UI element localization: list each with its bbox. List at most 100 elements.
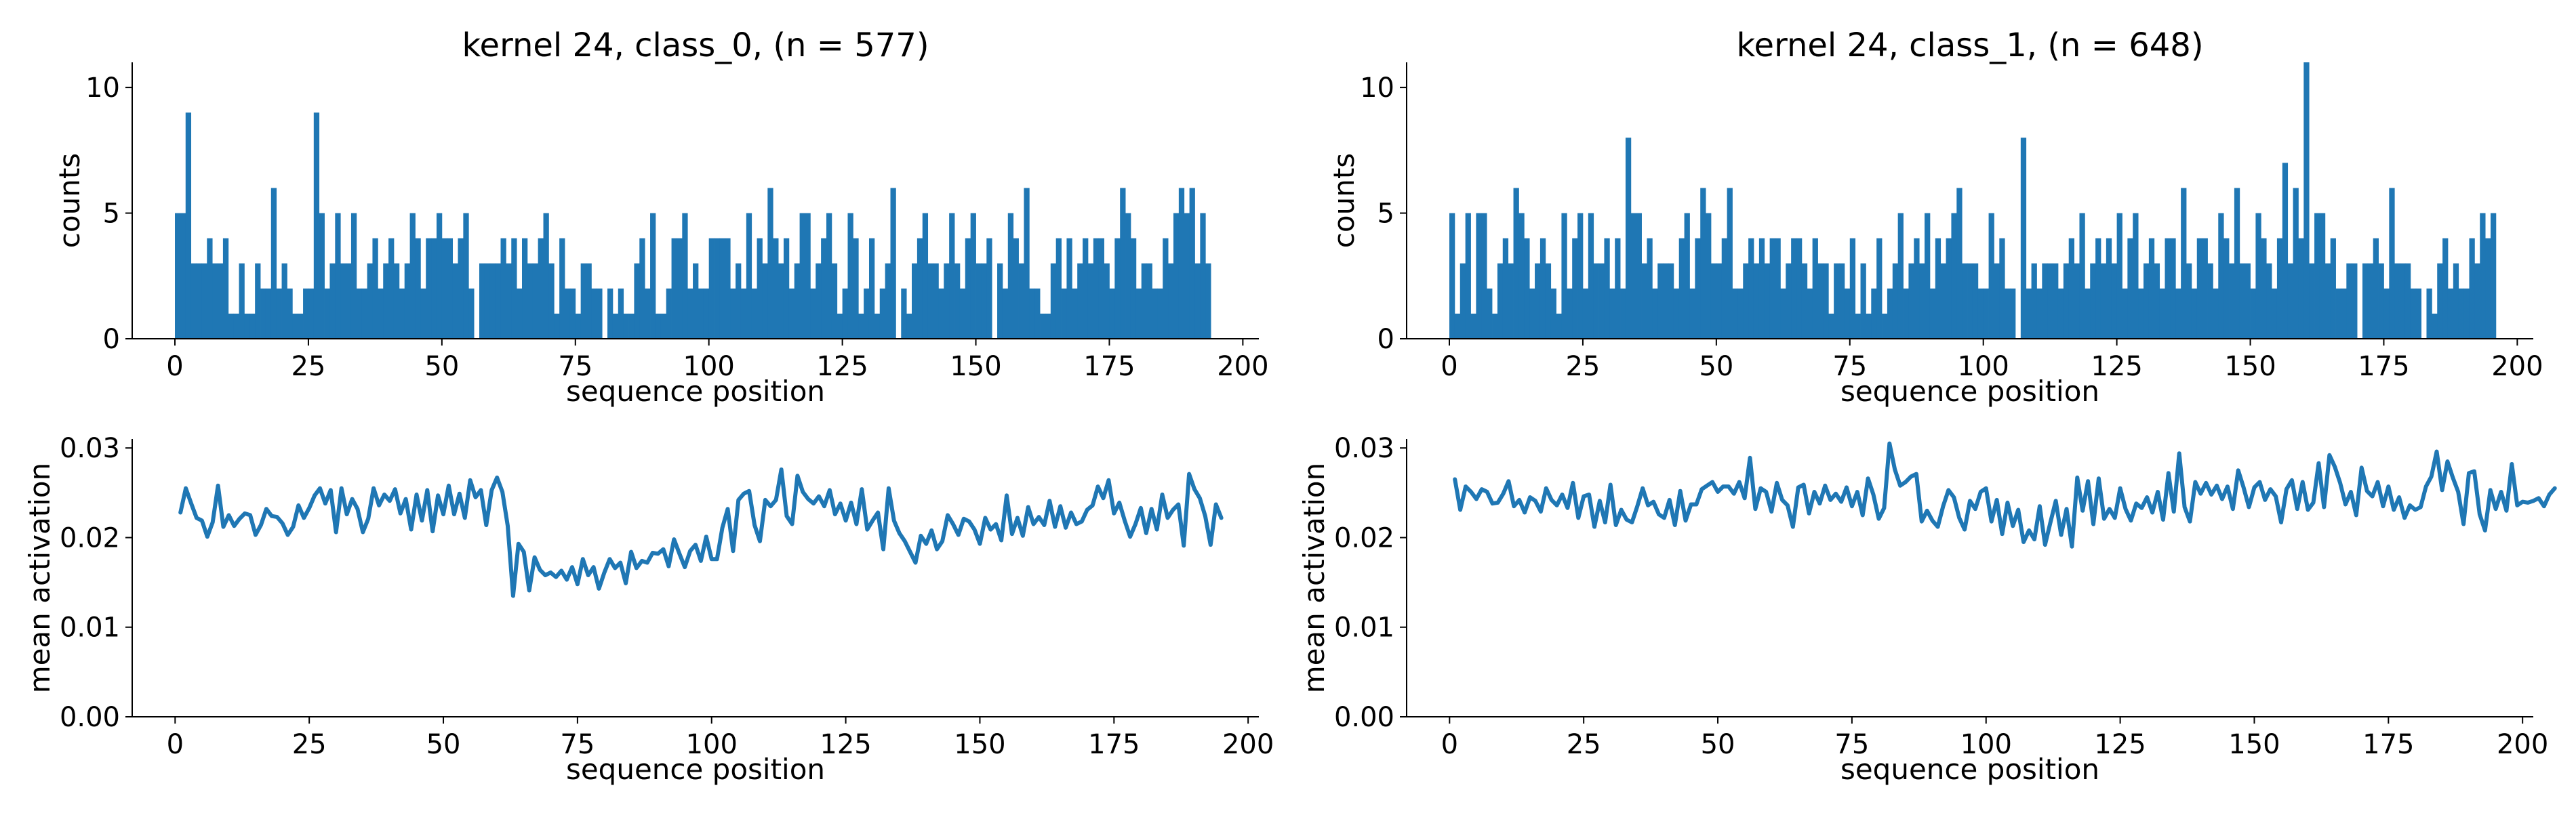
- bar: [2057, 288, 2064, 339]
- bar: [1764, 263, 1771, 339]
- x-tick-label: 150: [2224, 351, 2276, 382]
- x-tick-label: 75: [558, 351, 592, 382]
- bar: [767, 188, 773, 339]
- bar: [1748, 238, 1754, 339]
- bar: [853, 238, 859, 339]
- x-tick-label: 25: [1565, 351, 1600, 382]
- bar: [1716, 263, 1723, 339]
- bar: [2330, 238, 2336, 339]
- x-tick-label: 150: [950, 351, 1001, 382]
- bar: [1786, 263, 1792, 339]
- bar: [751, 288, 757, 339]
- bar: [276, 288, 282, 339]
- bar: [810, 288, 816, 339]
- bar: [1072, 288, 1078, 339]
- bar: [298, 313, 304, 339]
- bar: [2293, 188, 2299, 339]
- bar: [783, 238, 790, 339]
- x-tick-label: 50: [1701, 729, 1735, 760]
- bar: [831, 263, 838, 339]
- x-tick-label: 75: [1834, 729, 1869, 760]
- x-tick-label: 0: [1441, 729, 1458, 760]
- bar: [2175, 288, 2181, 339]
- bar: [1903, 288, 1909, 339]
- bar: [2463, 288, 2470, 339]
- x-tick-label: 75: [1832, 351, 1867, 382]
- y-tick-label: 0.02: [60, 522, 120, 554]
- x-tick-label: 0: [166, 351, 183, 382]
- bar: [1524, 238, 1530, 339]
- y-tick-label: 0.00: [60, 702, 120, 733]
- x-tick-label: 100: [686, 729, 738, 760]
- bar: [2239, 263, 2246, 339]
- bar: [1061, 288, 1067, 339]
- bar: [1087, 263, 1094, 339]
- bar: [249, 313, 256, 339]
- bar: [1647, 238, 1653, 339]
- bar: [746, 213, 752, 339]
- bar: [890, 188, 896, 339]
- bar: [794, 263, 800, 339]
- bar: [185, 112, 192, 339]
- bar: [2261, 238, 2267, 339]
- bar: [2090, 263, 2096, 339]
- x-tick-label: 50: [424, 351, 459, 382]
- bar: [1481, 213, 1487, 339]
- bar: [2074, 263, 2080, 339]
- chart-title: kernel 24, class_0, (n = 577): [462, 26, 929, 64]
- bar: [1024, 188, 1030, 339]
- bar: [361, 288, 367, 339]
- bar: [618, 288, 624, 339]
- bar: [399, 288, 405, 339]
- bar: [740, 288, 747, 339]
- bar: [506, 263, 512, 339]
- bar: [1535, 263, 1541, 339]
- bar: [874, 313, 881, 339]
- x-tick-label: 125: [2094, 729, 2146, 760]
- y-tick-label: 0.02: [1334, 522, 1394, 554]
- bar: [2005, 288, 2011, 339]
- bar: [1556, 313, 1562, 339]
- bar: [393, 263, 400, 339]
- bar: [1609, 288, 1615, 339]
- bar: [757, 238, 763, 339]
- bar: [922, 213, 929, 339]
- bar: [190, 263, 197, 339]
- bar: [324, 288, 330, 339]
- bar: [628, 313, 635, 339]
- bar: [927, 263, 933, 339]
- bar: [1855, 313, 1861, 339]
- bar: [591, 288, 597, 339]
- bar: [1812, 238, 1818, 339]
- bar: [1163, 238, 1169, 339]
- x-tick-label: 25: [292, 729, 327, 760]
- bar: [1817, 263, 1824, 339]
- bar: [356, 288, 363, 339]
- bar: [671, 238, 677, 339]
- bar: [484, 263, 491, 339]
- series-line: [1453, 441, 2557, 549]
- bar: [2053, 263, 2059, 339]
- bar: [2341, 288, 2347, 339]
- bar: [2068, 238, 2074, 339]
- bar: [842, 288, 848, 339]
- bar: [1625, 138, 1632, 339]
- bar: [228, 313, 235, 339]
- bar: [2400, 263, 2406, 339]
- bar: [2111, 263, 2118, 339]
- bar: [2250, 288, 2256, 339]
- bar: [2404, 263, 2411, 339]
- bar: [1561, 213, 1567, 339]
- bar: [2314, 213, 2320, 339]
- bar: [725, 238, 731, 339]
- bar: [826, 213, 832, 339]
- bar: [2303, 62, 2310, 339]
- bar: [1545, 263, 1552, 339]
- bars-group: [1449, 62, 2497, 339]
- bar: [244, 313, 250, 339]
- bar: [703, 288, 710, 339]
- bar: [452, 263, 458, 339]
- bar: [489, 263, 496, 339]
- bar: [319, 213, 325, 339]
- bar: [1882, 313, 1888, 339]
